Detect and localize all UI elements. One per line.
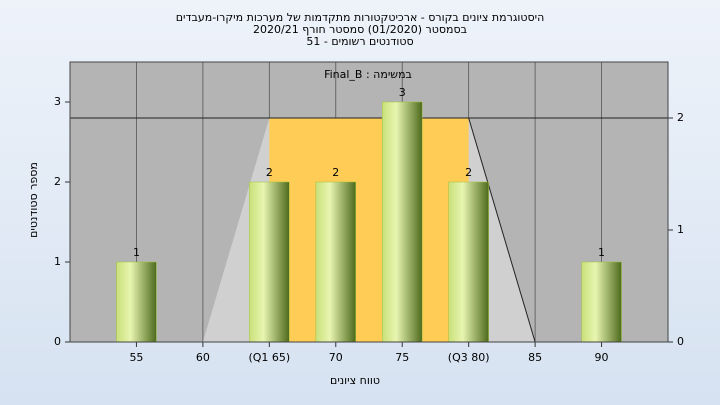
data-label: 3 (399, 86, 406, 99)
box-iqr (269, 118, 469, 342)
data-label: 2 (266, 166, 273, 179)
chart-title: היסטוגרמת ציונים בקורס - ארכיטקטורות מתק… (176, 11, 545, 24)
chart-subtitle: סטודנטים רשומים - 51 (306, 35, 413, 48)
y2-tick-label: 0 (677, 335, 684, 348)
plot-frame (69, 61, 669, 343)
y-axis-label: מספר סטודנטים (27, 162, 40, 238)
y-tick-label: 1 (54, 255, 61, 268)
annotation: במשימה : Final_B (324, 68, 412, 81)
x-tick-label: (Q3 80) (448, 351, 490, 364)
bar (581, 261, 622, 343)
x-tick-label: 70 (329, 351, 343, 364)
x-tick-label: (Q1 65) (248, 351, 290, 364)
y2-tick-label: 2 (677, 111, 684, 124)
x-tick-label: 75 (395, 351, 409, 364)
x-tick-label: 90 (595, 351, 609, 364)
data-label: 2 (332, 166, 339, 179)
x-tick-label: 55 (129, 351, 143, 364)
data-label: 2 (465, 166, 472, 179)
bar (249, 181, 290, 343)
bar (116, 261, 157, 343)
data-label: 1 (598, 246, 605, 259)
chart-subtitle: בסמסטר (01/2020) סמסטר חורף 2020/21 (253, 23, 467, 36)
y-tick-label: 0 (54, 335, 61, 348)
y2-tick-label: 1 (677, 223, 684, 236)
bar (448, 181, 489, 343)
x-tick-label: 60 (196, 351, 210, 364)
x-axis-label: טווח ציונים (330, 374, 380, 387)
x-tick-label: 85 (528, 351, 542, 364)
data-label: 1 (133, 246, 140, 259)
bar (315, 181, 356, 343)
y-tick-label: 2 (54, 175, 61, 188)
box-whisker (468, 117, 536, 343)
bar (382, 101, 423, 343)
y-tick-label: 3 (54, 95, 61, 108)
